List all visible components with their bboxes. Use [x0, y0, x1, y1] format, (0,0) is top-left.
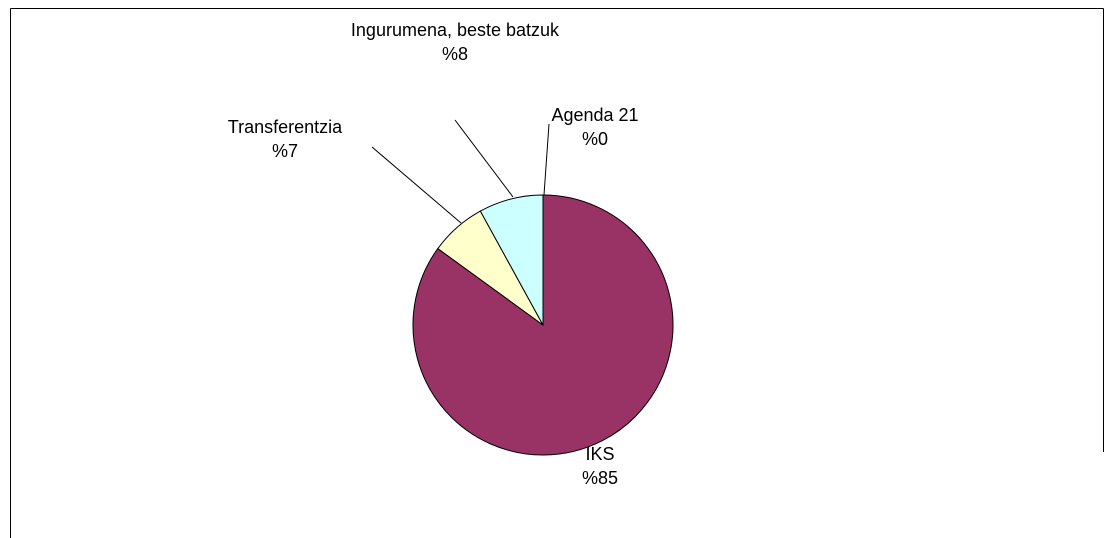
value-label: %85	[581, 468, 619, 488]
slice-label: Agenda 21 %0	[540, 103, 650, 151]
leader-line	[371, 146, 462, 224]
category-label: IKS	[585, 444, 615, 464]
slice-label: Ingurumena, beste batzuk %8	[350, 18, 560, 66]
value-label: %0	[581, 129, 608, 149]
slice-label: IKS %85	[560, 442, 640, 490]
slice-label: Transferentzia %7	[205, 115, 365, 163]
leader-line	[454, 119, 514, 198]
category-label: Ingurumena, beste batzuk	[350, 20, 560, 40]
value-label: %7	[271, 141, 298, 161]
leader-line	[543, 123, 550, 196]
category-label: Transferentzia	[227, 117, 343, 137]
category-label: Agenda 21	[551, 105, 639, 125]
value-label: %8	[441, 44, 468, 64]
